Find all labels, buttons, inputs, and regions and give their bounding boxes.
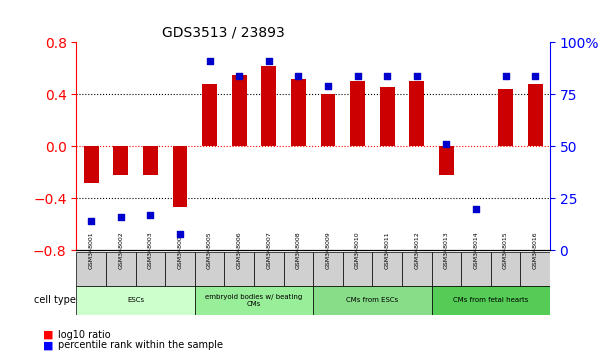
Bar xyxy=(439,146,454,175)
FancyBboxPatch shape xyxy=(136,252,165,286)
FancyBboxPatch shape xyxy=(195,286,313,315)
Text: log10 ratio: log10 ratio xyxy=(58,330,111,339)
FancyBboxPatch shape xyxy=(431,286,550,315)
Text: GSM348014: GSM348014 xyxy=(474,231,478,269)
Bar xyxy=(350,81,365,146)
Point xyxy=(145,212,155,218)
Text: GSM348004: GSM348004 xyxy=(177,231,183,269)
Bar xyxy=(528,84,543,146)
FancyBboxPatch shape xyxy=(521,252,550,286)
Text: GSM348016: GSM348016 xyxy=(533,232,538,269)
Bar xyxy=(232,75,247,146)
FancyBboxPatch shape xyxy=(372,252,402,286)
Point xyxy=(116,214,126,220)
Text: cell type: cell type xyxy=(34,296,76,306)
FancyBboxPatch shape xyxy=(76,286,195,315)
Text: GSM348012: GSM348012 xyxy=(414,231,419,269)
Text: GSM348002: GSM348002 xyxy=(119,231,123,269)
Text: ESCs: ESCs xyxy=(127,297,144,303)
FancyBboxPatch shape xyxy=(313,286,431,315)
Text: GSM348015: GSM348015 xyxy=(503,232,508,269)
Point xyxy=(441,141,451,147)
Bar xyxy=(321,95,335,146)
Text: GSM348005: GSM348005 xyxy=(207,232,212,269)
Bar xyxy=(498,89,513,146)
Point xyxy=(530,73,540,79)
Point xyxy=(175,231,185,236)
Bar xyxy=(114,146,128,175)
Text: GSM348003: GSM348003 xyxy=(148,231,153,269)
Bar xyxy=(84,146,98,183)
FancyBboxPatch shape xyxy=(313,252,343,286)
Bar xyxy=(291,79,306,146)
Bar xyxy=(262,66,276,146)
Text: CMs from ESCs: CMs from ESCs xyxy=(346,297,398,303)
FancyBboxPatch shape xyxy=(402,252,431,286)
Text: GSM348008: GSM348008 xyxy=(296,232,301,269)
Point xyxy=(382,73,392,79)
Point xyxy=(234,73,244,79)
Point xyxy=(412,73,422,79)
Text: embryoid bodies w/ beating
CMs: embryoid bodies w/ beating CMs xyxy=(205,294,302,307)
FancyBboxPatch shape xyxy=(195,252,224,286)
Text: CMs from fetal hearts: CMs from fetal hearts xyxy=(453,297,529,303)
FancyBboxPatch shape xyxy=(76,252,106,286)
FancyBboxPatch shape xyxy=(431,252,461,286)
FancyBboxPatch shape xyxy=(224,252,254,286)
Text: GSM348006: GSM348006 xyxy=(236,232,241,269)
Bar xyxy=(143,146,158,175)
Text: GSM348009: GSM348009 xyxy=(326,231,331,269)
FancyBboxPatch shape xyxy=(254,252,284,286)
Point xyxy=(471,206,481,211)
Bar xyxy=(409,81,424,146)
Text: GDS3513 / 23893: GDS3513 / 23893 xyxy=(161,26,284,40)
Point xyxy=(293,73,303,79)
Bar xyxy=(379,87,395,146)
FancyBboxPatch shape xyxy=(461,252,491,286)
Point xyxy=(500,73,510,79)
Text: ■: ■ xyxy=(43,340,53,350)
Bar xyxy=(172,146,188,207)
Text: GSM348013: GSM348013 xyxy=(444,231,449,269)
FancyBboxPatch shape xyxy=(284,252,313,286)
Point xyxy=(264,58,274,64)
Text: GSM348011: GSM348011 xyxy=(385,232,390,269)
Bar xyxy=(202,84,217,146)
Point xyxy=(205,58,214,64)
Text: GSM348001: GSM348001 xyxy=(89,232,93,269)
Point xyxy=(86,218,96,224)
FancyBboxPatch shape xyxy=(106,252,136,286)
Text: GSM348007: GSM348007 xyxy=(266,231,271,269)
FancyBboxPatch shape xyxy=(343,252,372,286)
FancyBboxPatch shape xyxy=(165,252,195,286)
FancyBboxPatch shape xyxy=(491,252,521,286)
Text: ■: ■ xyxy=(43,330,53,339)
Point xyxy=(323,83,333,89)
Text: GSM348010: GSM348010 xyxy=(355,232,360,269)
Text: percentile rank within the sample: percentile rank within the sample xyxy=(58,340,223,350)
Point xyxy=(353,73,362,79)
